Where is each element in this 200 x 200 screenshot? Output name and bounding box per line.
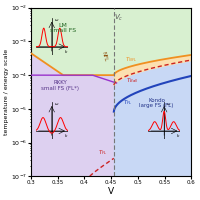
- Text: RKKY
small FS (FL*): RKKY small FS (FL*): [41, 80, 79, 91]
- Text: $T_{Ball}$: $T_{Ball}$: [126, 76, 139, 85]
- Text: NFL: NFL: [101, 51, 108, 62]
- Y-axis label: temperature / energy scale: temperature / energy scale: [4, 49, 9, 135]
- Text: $T_{FL}$: $T_{FL}$: [98, 148, 108, 157]
- X-axis label: V: V: [108, 187, 114, 196]
- Text: Kondo
large FS (FL): Kondo large FS (FL): [139, 98, 174, 108]
- Text: $T_{NFL}$: $T_{NFL}$: [125, 55, 137, 64]
- Text: $V_c$: $V_c$: [114, 13, 124, 23]
- Text: $T_{FL}$: $T_{FL}$: [123, 98, 132, 107]
- Text: LM
small FS: LM small FS: [50, 23, 76, 33]
